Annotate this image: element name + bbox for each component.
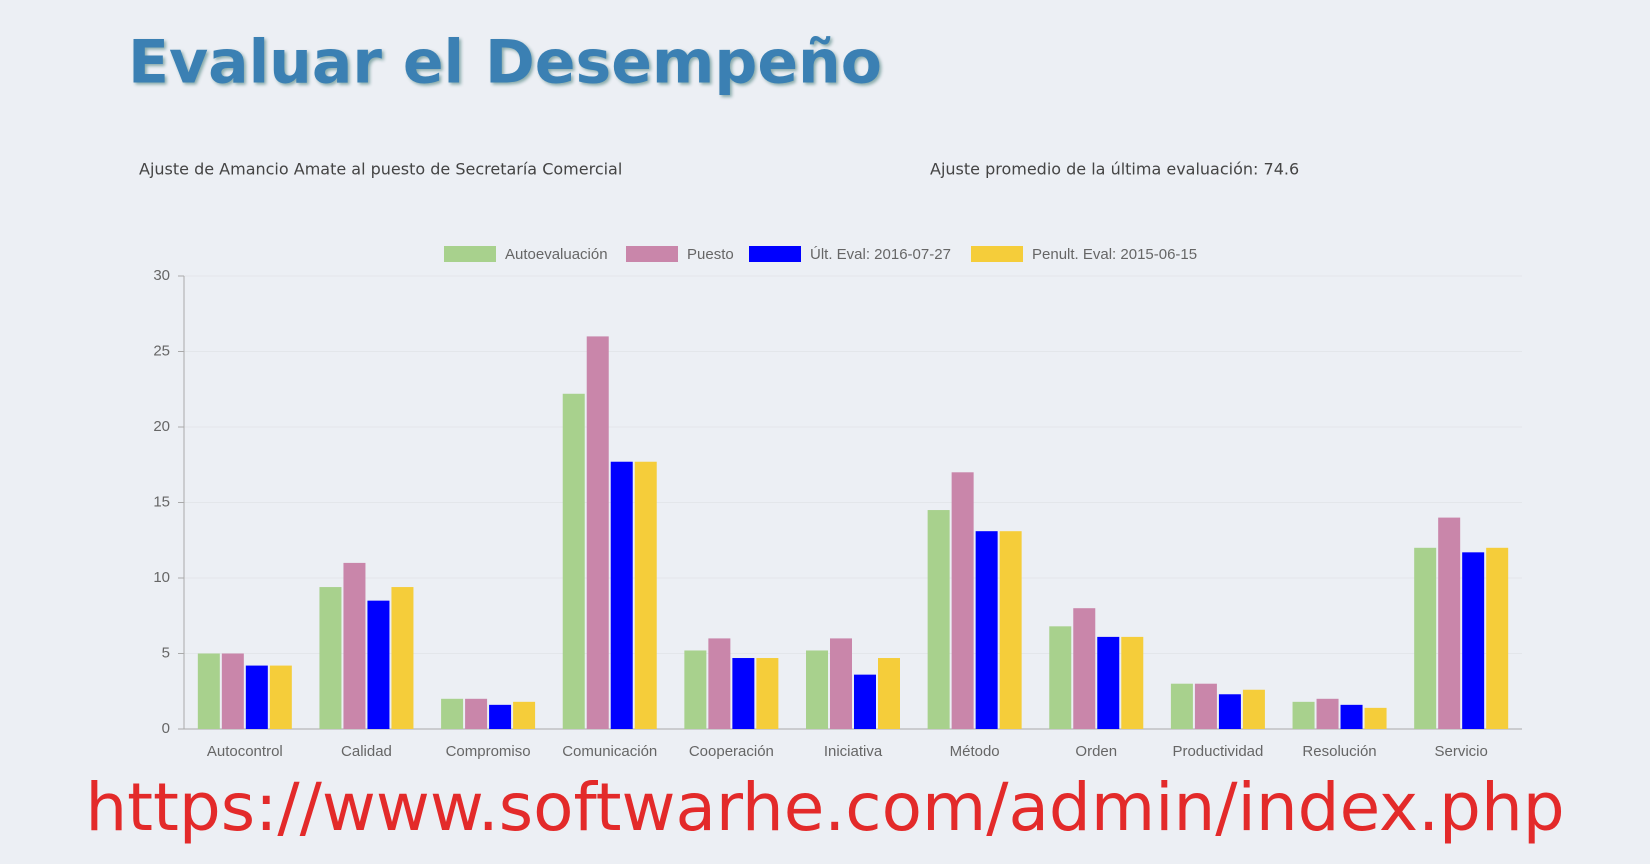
bar (1462, 552, 1485, 729)
bar (562, 393, 585, 729)
x-tick-label: Método (950, 743, 1000, 760)
bar (441, 698, 464, 729)
bar (197, 653, 220, 729)
bar (245, 665, 268, 729)
bar (806, 650, 828, 729)
bar (1340, 704, 1363, 729)
bar (465, 698, 488, 729)
x-tick-label: Resolución (1302, 743, 1376, 760)
bar (489, 704, 512, 729)
bar (513, 701, 536, 729)
bar (999, 531, 1022, 729)
bar (1049, 626, 1072, 729)
legend-label: Autoevaluación (505, 246, 608, 263)
y-tick-label: 10 (153, 569, 170, 586)
y-tick-label: 15 (153, 493, 170, 510)
bar (1097, 636, 1120, 729)
url: https://www.softwarhe.com/admin/index.ph… (85, 769, 1564, 846)
y-tick-label: 30 (153, 267, 170, 284)
bar (391, 587, 414, 729)
legend-label: Puesto (687, 246, 734, 263)
bar (1316, 698, 1339, 729)
y-tick-label: 5 (162, 644, 170, 661)
bar (221, 653, 244, 729)
bar (1438, 517, 1461, 729)
bar (1194, 683, 1217, 729)
bar (708, 638, 731, 729)
bar (367, 600, 390, 729)
legend-label: Penult. Eval: 2015-06-15 (1032, 246, 1197, 263)
x-tick-label: Compromiso (446, 743, 531, 760)
chart-title: Ajuste de Amancio Amate al puesto de Sec… (139, 160, 622, 179)
bar (1486, 547, 1509, 729)
bar (927, 510, 950, 729)
bar (634, 461, 657, 729)
bar (951, 472, 974, 729)
bar (878, 658, 900, 729)
x-tick-label: Orden (1075, 743, 1117, 760)
legend-swatch (626, 246, 678, 262)
bar (586, 336, 609, 729)
legend-swatch (749, 246, 801, 262)
chart: 0 5 10 15 20 25 30 Autoevaluación Puesto Últ. Eva… (153, 246, 1522, 760)
bar (1170, 683, 1193, 729)
legend-swatch (444, 246, 496, 262)
bar (1121, 636, 1144, 729)
bar (756, 658, 779, 729)
bar (610, 461, 633, 729)
x-tick-label: Productividad (1172, 743, 1263, 760)
x-tick-label: Comunicación (562, 743, 657, 760)
bar (319, 587, 342, 729)
bar (830, 638, 852, 729)
bar (975, 531, 998, 729)
legend-label: Últ. Eval: 2016-07-27 (810, 246, 951, 263)
bar (1073, 608, 1096, 729)
bar (1364, 707, 1387, 729)
bar (732, 658, 755, 729)
y-tick-label: 20 (153, 418, 170, 435)
bar (1292, 701, 1315, 729)
bar (269, 665, 292, 729)
x-tick-label: Iniciativa (824, 743, 883, 760)
x-tick-label: Servicio (1435, 743, 1488, 760)
x-tick-label: Autocontrol (207, 743, 283, 760)
y-tick-label: 25 (153, 342, 170, 359)
chart-subtitle: Ajuste promedio de la última evaluación:… (930, 160, 1299, 179)
x-tick-label: Cooperación (689, 743, 774, 760)
bar (684, 650, 707, 729)
bar (343, 562, 366, 729)
y-tick-label: 0 (162, 720, 170, 737)
bar (1414, 547, 1437, 729)
bar (854, 674, 876, 729)
bar (1242, 689, 1265, 729)
legend-swatch (971, 246, 1023, 262)
slide-title: Evaluar el Desempeño (128, 28, 882, 98)
x-tick-label: Calidad (341, 743, 392, 760)
bar (1218, 694, 1241, 729)
